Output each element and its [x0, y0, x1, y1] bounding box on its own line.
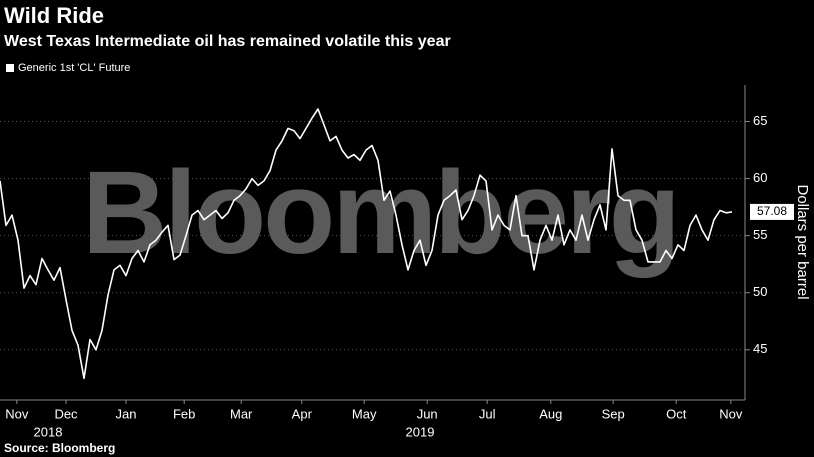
x-tick-label: Feb: [173, 406, 195, 421]
x-tick-label: Mar: [230, 406, 253, 421]
y-tick-label: 60: [753, 170, 767, 185]
x-tick-label: Aug: [539, 406, 562, 421]
y-tick-label: 45: [753, 341, 767, 356]
series-line: [0, 108, 733, 380]
last-value-label: 57.08: [757, 204, 787, 218]
x-tick-label: Apr: [292, 406, 313, 421]
year-label: 2018: [34, 424, 63, 439]
x-tick-label: Sep: [602, 406, 625, 421]
y-tick-label: 55: [753, 227, 767, 242]
y-tick-label: 50: [753, 284, 767, 299]
legend-swatch: [6, 64, 14, 72]
legend-label: Generic 1st 'CL' Future: [18, 62, 130, 74]
x-tick-label: May: [352, 406, 377, 421]
x-tick-label: Nov: [719, 406, 743, 421]
x-tick-label: Jan: [116, 406, 137, 421]
y-axis-label: Dollars per barrel: [794, 184, 811, 299]
chart-title: Wild Ride: [4, 3, 104, 28]
watermark-layer: Bloomberg: [82, 147, 681, 279]
year-label: 2019: [406, 424, 435, 439]
x-tick-label: Oct: [666, 406, 687, 421]
x-tick-label: Jun: [417, 406, 438, 421]
last-value-box: [750, 203, 794, 220]
x-tick-label: Nov: [5, 406, 29, 421]
source: Source: Bloomberg: [4, 441, 115, 455]
x-tick-label: Dec: [54, 406, 78, 421]
y-tick-label: 65: [753, 113, 767, 128]
chart-subtitle: West Texas Intermediate oil has remained…: [4, 33, 451, 50]
watermark: Bloomberg: [82, 147, 678, 279]
x-tick-label: Jul: [479, 406, 496, 421]
